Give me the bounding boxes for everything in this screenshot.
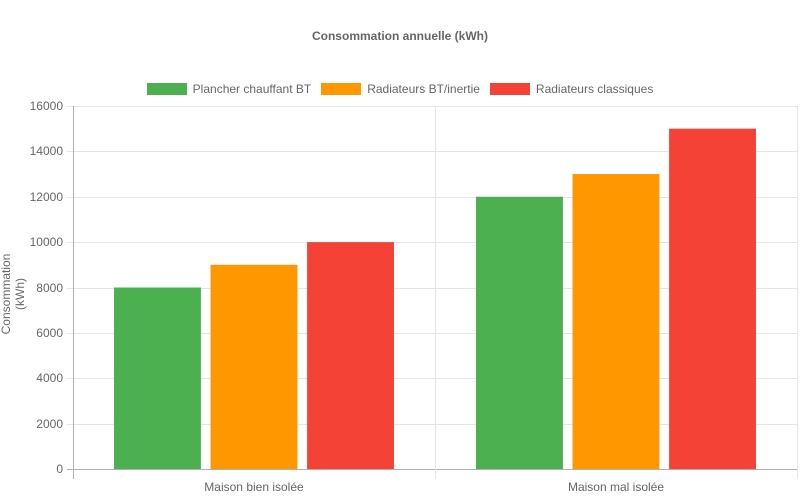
legend-swatch-red [489,83,530,95]
legend: Plancher chauffant BT Radiateurs BT/iner… [0,82,800,96]
bars [114,128,756,470]
y-tick-label: 12000 [29,189,63,204]
legend-swatch-green [146,83,187,95]
bar[interactable] [307,242,394,469]
bar[interactable] [572,174,660,469]
y-tick-label: 2000 [36,416,63,431]
chart-title: Consommation annuelle (kWh) [311,29,488,43]
legend-label: Radiateurs BT/inertie [367,82,480,96]
bar[interactable] [669,128,756,469]
y-tick-label: 10000 [29,234,63,249]
y-tick-label: 4000 [36,370,63,385]
legend-swatch-orange [321,83,362,95]
legend-item-radiateurs-classiques[interactable]: Radiateurs classiques [489,82,654,96]
legend-item-plancher[interactable]: Plancher chauffant BT [146,82,312,96]
bar[interactable] [210,264,298,469]
y-tick-label: 6000 [36,325,63,340]
legend-item-radiateurs-bt[interactable]: Radiateurs BT/inertie [321,82,480,96]
y-tick-label: 8000 [36,280,63,295]
bar[interactable] [476,196,563,469]
legend-label: Radiateurs classiques [535,82,654,96]
y-tick-label: 16000 [29,98,63,113]
legend-label: Plancher chauffant BT [192,82,312,96]
x-tick-label: Maison mal isolée [567,480,665,494]
bar[interactable] [114,287,201,470]
y-tick-label: 0 [56,461,63,476]
x-tick-label: Maison bien isolée [204,480,304,494]
y-tick-label: 14000 [29,143,63,158]
